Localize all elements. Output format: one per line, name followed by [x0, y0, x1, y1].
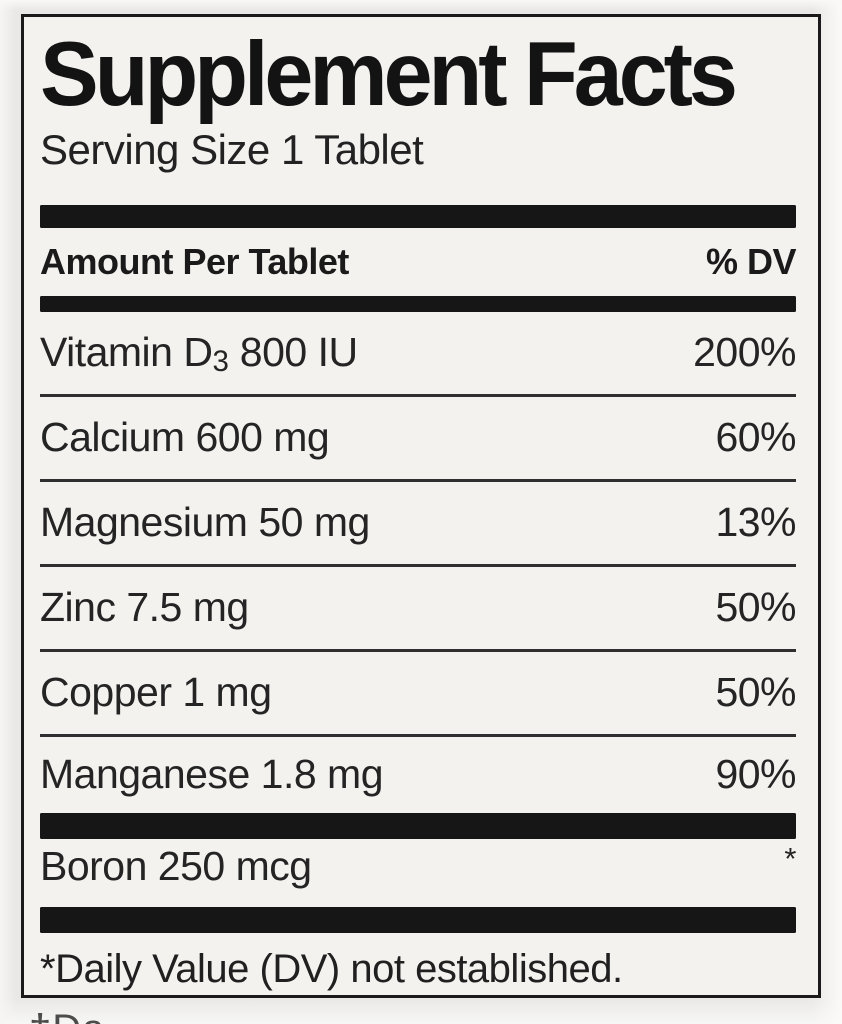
table-row-magnesium: Magnesium 50 mg 13% — [40, 482, 796, 567]
divider-thick-top — [40, 204, 796, 228]
partial-cut-text: †Da — [29, 1009, 249, 1024]
divider-thick-below-boron — [40, 906, 796, 933]
supplement-facts-panel: Supplement Facts Serving Size 1 Tablet A… — [21, 14, 821, 998]
dv-value: 13% — [715, 499, 796, 546]
nutrient-name-text: Vitamin D — [40, 329, 213, 376]
nutrient-name: Magnesium 50 mg — [40, 499, 370, 546]
table-row-boron: Boron 250 mcg * — [40, 839, 796, 907]
nutrient-name: Zinc 7.5 mg — [40, 584, 249, 631]
panel-title: Supplement Facts — [40, 22, 738, 125]
nutrient-name: Copper 1 mg — [40, 669, 272, 716]
dv-value: 200% — [693, 329, 796, 376]
table-row-calcium: Calcium 600 mg 60% — [40, 397, 796, 482]
nutrient-amount-text: 800 IU — [228, 329, 358, 376]
nutrient-name: Manganese 1.8 mg — [40, 751, 384, 798]
divider-thick-above-boron — [40, 812, 796, 839]
subscript-3: 3 — [212, 344, 229, 378]
table-row-vitamin-d3: Vitamin D3 800 IU 200% — [40, 312, 796, 397]
table-row-zinc: Zinc 7.5 mg 50% — [40, 567, 796, 652]
dv-column-header: % DV — [705, 240, 797, 282]
divider-medium — [40, 295, 796, 312]
dv-value: 90% — [715, 751, 796, 798]
dv-value: 60% — [715, 414, 796, 461]
serving-size: Serving Size 1 Tablet — [40, 125, 424, 173]
table-row-copper: Copper 1 mg 50% — [40, 652, 796, 737]
nutrient-name: Vitamin D3 800 IU — [40, 329, 358, 378]
dv-value: 50% — [715, 669, 796, 716]
nutrient-name: Boron 250 mcg — [40, 842, 312, 889]
table-row-manganese: Manganese 1.8 mg 90% — [40, 737, 796, 813]
table-header: Amount Per Tablet % DV — [40, 240, 797, 284]
dv-asterisk: * — [784, 840, 796, 876]
nutrient-name: Calcium 600 mg — [40, 414, 330, 461]
partial-cut-text-glyphs: †Da — [29, 1009, 105, 1024]
dv-value: 50% — [715, 584, 796, 631]
daily-value-footnote: *Daily Value (DV) not established. — [40, 946, 623, 991]
amount-column-header: Amount Per Tablet — [40, 240, 349, 282]
